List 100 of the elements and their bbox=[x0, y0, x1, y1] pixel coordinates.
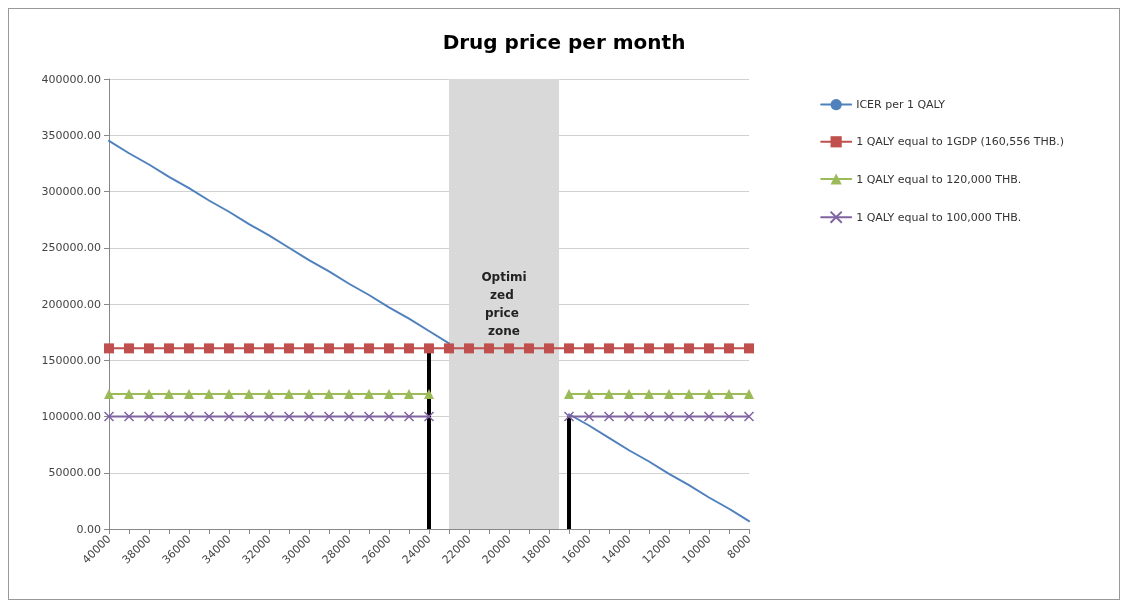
point bbox=[604, 389, 614, 399]
point bbox=[384, 389, 394, 399]
point bbox=[504, 343, 514, 354]
y-tick-label: 50000.00 bbox=[48, 466, 101, 480]
point bbox=[424, 343, 434, 354]
point bbox=[684, 389, 694, 399]
point bbox=[263, 411, 275, 422]
point bbox=[384, 343, 394, 354]
y-tick-label: 350000.00 bbox=[41, 128, 101, 142]
point bbox=[683, 411, 695, 422]
point bbox=[104, 343, 114, 354]
point bbox=[724, 389, 734, 399]
point bbox=[184, 343, 194, 354]
point bbox=[723, 411, 735, 422]
point bbox=[264, 343, 274, 354]
point bbox=[603, 411, 615, 422]
point bbox=[324, 389, 334, 399]
point bbox=[403, 411, 415, 422]
point bbox=[744, 343, 754, 354]
point bbox=[123, 411, 135, 422]
point bbox=[204, 389, 214, 399]
legend-label: 1 QALY equal to 1GDP (160,556 THB.) bbox=[856, 135, 1064, 149]
point bbox=[204, 343, 214, 354]
point bbox=[304, 389, 314, 399]
chart-title: Drug price per month bbox=[442, 30, 686, 54]
point bbox=[623, 411, 635, 422]
y-tick-label: 200000.00 bbox=[41, 297, 101, 311]
point bbox=[604, 343, 614, 354]
point bbox=[323, 411, 335, 422]
point bbox=[244, 389, 254, 399]
point bbox=[704, 389, 714, 399]
y-tick-label: 150000.00 bbox=[41, 353, 101, 367]
point bbox=[644, 389, 654, 399]
point bbox=[144, 343, 154, 354]
point bbox=[304, 343, 314, 354]
point bbox=[383, 411, 395, 422]
point bbox=[303, 411, 315, 422]
point bbox=[143, 411, 155, 422]
point bbox=[444, 343, 454, 354]
point bbox=[344, 343, 354, 354]
point bbox=[224, 343, 234, 354]
point bbox=[363, 411, 375, 422]
point bbox=[284, 343, 294, 354]
point bbox=[423, 411, 435, 422]
y-tick-label: 250000.00 bbox=[41, 241, 101, 255]
point bbox=[284, 389, 294, 399]
point bbox=[243, 411, 255, 422]
point bbox=[664, 343, 674, 354]
point bbox=[283, 411, 295, 422]
y-tick-label: 400000.00 bbox=[41, 72, 101, 86]
y-tick-label: 300000.00 bbox=[41, 185, 101, 198]
band-label: Optimized price zone bbox=[481, 270, 527, 338]
point bbox=[104, 389, 114, 399]
point bbox=[563, 411, 575, 422]
point bbox=[583, 411, 595, 422]
point bbox=[124, 389, 134, 399]
point bbox=[544, 343, 554, 354]
point bbox=[643, 411, 655, 422]
point bbox=[624, 389, 634, 399]
point bbox=[684, 343, 694, 354]
point bbox=[144, 389, 154, 399]
point bbox=[184, 389, 194, 399]
point bbox=[724, 343, 734, 354]
legend-label: ICER per 1 QALY bbox=[856, 98, 946, 112]
point bbox=[164, 389, 174, 399]
point bbox=[343, 411, 355, 422]
point bbox=[404, 389, 414, 399]
point bbox=[624, 343, 634, 354]
point bbox=[364, 343, 374, 354]
point bbox=[484, 343, 494, 354]
point bbox=[744, 389, 754, 399]
point bbox=[584, 389, 594, 399]
point bbox=[564, 343, 574, 354]
point bbox=[703, 411, 715, 422]
point bbox=[244, 343, 254, 354]
point bbox=[224, 389, 234, 399]
point bbox=[163, 411, 175, 422]
point bbox=[183, 411, 195, 422]
point bbox=[164, 343, 174, 354]
y-tick-label: 100000.00 bbox=[41, 410, 101, 423]
legend-label: 1 QALY equal to 120,000 THB. bbox=[856, 172, 1022, 186]
point bbox=[664, 389, 674, 399]
point bbox=[424, 389, 434, 399]
point bbox=[344, 389, 354, 399]
point bbox=[203, 411, 215, 422]
y-tick-label: 0.00 bbox=[76, 522, 101, 536]
point bbox=[124, 343, 134, 354]
point bbox=[704, 343, 714, 354]
point bbox=[404, 343, 414, 354]
point bbox=[663, 411, 675, 422]
point bbox=[464, 343, 474, 354]
point bbox=[324, 343, 334, 354]
point bbox=[564, 389, 574, 399]
point bbox=[524, 343, 534, 354]
point bbox=[264, 389, 274, 399]
point bbox=[364, 389, 374, 399]
point bbox=[644, 343, 654, 354]
point bbox=[223, 411, 235, 422]
legend-label: 1 QALY equal to 100,000 THB. bbox=[856, 210, 1022, 224]
point bbox=[584, 343, 594, 354]
